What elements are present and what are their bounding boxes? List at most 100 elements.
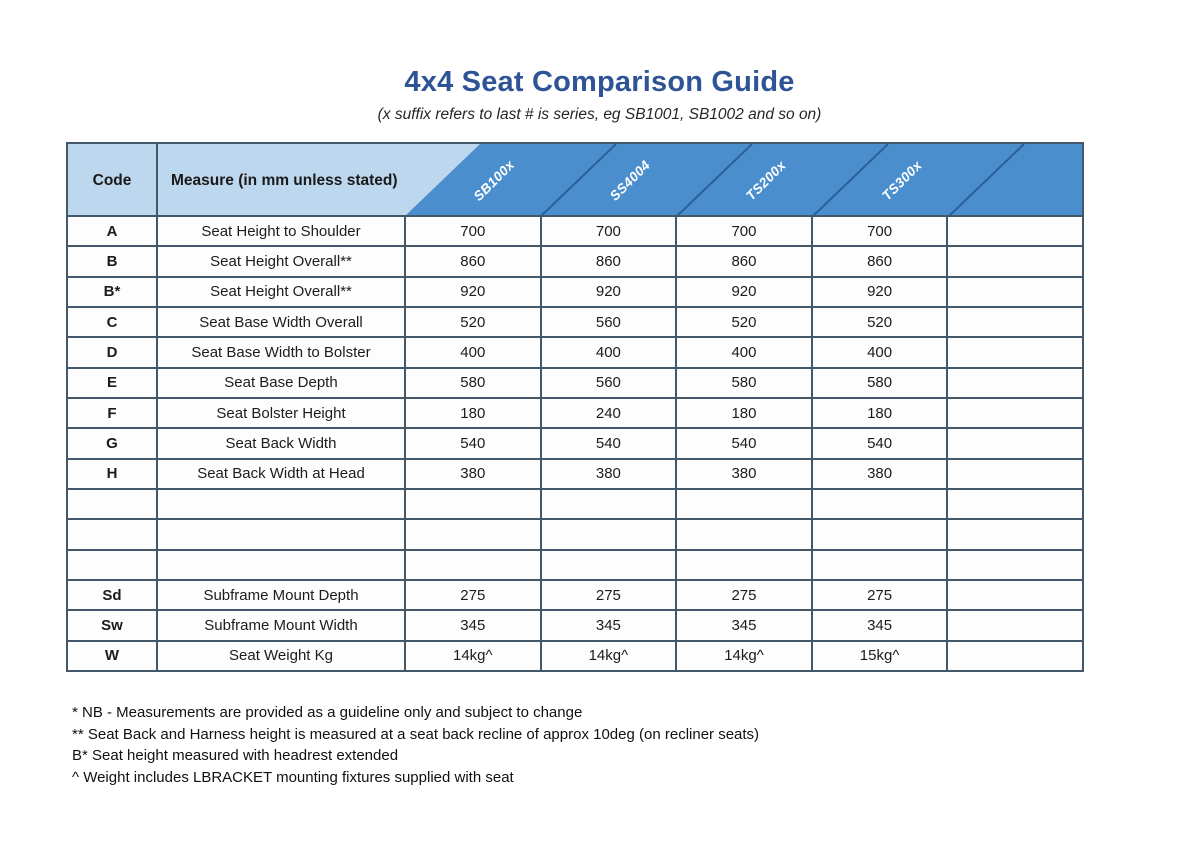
comparison-table: Code Measure (in mm unless stated) SB100…	[66, 142, 1084, 673]
value-cell: 15kg^	[812, 641, 947, 671]
value-cell: 860	[677, 247, 811, 276]
value-cell: 400	[541, 338, 676, 367]
measure-cell: Seat Base Depth	[158, 368, 404, 398]
code-cell: Sd	[68, 581, 156, 610]
value-cell: 275	[812, 581, 947, 610]
code-cell: F	[68, 399, 156, 428]
value-cell	[541, 550, 676, 580]
value-cell	[812, 520, 947, 549]
value-cell: 275	[406, 581, 540, 610]
value-cell	[948, 581, 1082, 610]
value-cell	[948, 247, 1082, 276]
value-cell	[948, 399, 1082, 428]
header-background-graphic	[68, 144, 1082, 215]
value-cell: 14kg^	[541, 641, 676, 671]
value-cell: 920	[406, 277, 540, 307]
value-cell: 560	[541, 308, 676, 337]
measure-cell: Seat Back Width at Head	[158, 459, 404, 489]
value-cell	[948, 308, 1082, 337]
value-cell	[948, 277, 1082, 307]
footnotes: * NB - Measurements are provided as a gu…	[72, 702, 1199, 788]
code-cell	[68, 550, 156, 580]
value-cell	[677, 490, 811, 519]
value-cell	[812, 490, 947, 519]
measure-cell	[158, 550, 404, 580]
value-cell: 920	[812, 277, 947, 307]
value-cell: 380	[541, 459, 676, 489]
measure-cell	[158, 520, 404, 549]
value-cell: 540	[812, 429, 947, 458]
value-cell	[541, 520, 676, 549]
value-cell	[948, 429, 1082, 458]
value-cell: 275	[541, 581, 676, 610]
value-cell: 400	[677, 338, 811, 367]
value-cell	[406, 490, 540, 519]
value-cell: 700	[541, 217, 676, 246]
value-cell	[812, 550, 947, 580]
value-cell: 14kg^	[406, 641, 540, 671]
code-cell: H	[68, 459, 156, 489]
footnote-seat-back: ** Seat Back and Harness height is measu…	[72, 725, 760, 743]
code-cell: W	[68, 641, 156, 671]
value-cell: 380	[677, 459, 811, 489]
value-cell: 180	[677, 399, 811, 428]
value-cell: 180	[406, 399, 540, 428]
value-cell: 400	[812, 338, 947, 367]
value-cell	[406, 520, 540, 549]
code-cell: A	[68, 217, 156, 246]
footnote-weight: ^ Weight includes LBRACKET mounting fixt…	[72, 768, 514, 786]
value-cell	[677, 520, 811, 549]
value-cell: 520	[406, 308, 540, 337]
code-cell: B*	[68, 277, 156, 307]
value-cell: 380	[812, 459, 947, 489]
value-cell	[948, 459, 1082, 489]
value-cell: 860	[541, 247, 676, 276]
value-cell	[948, 611, 1082, 640]
measure-cell: Seat Weight Kg	[158, 641, 404, 671]
measure-cell	[158, 490, 404, 519]
code-cell: C	[68, 308, 156, 337]
value-cell: 345	[541, 611, 676, 640]
value-cell	[406, 550, 540, 580]
code-cell: Sw	[68, 611, 156, 640]
value-cell: 540	[406, 429, 540, 458]
measure-cell: Seat Bolster Height	[158, 399, 404, 428]
value-cell: 540	[677, 429, 811, 458]
value-cell: 700	[406, 217, 540, 246]
code-cell: G	[68, 429, 156, 458]
measure-cell: Seat Back Width	[158, 429, 404, 458]
value-cell	[948, 641, 1082, 671]
value-cell: 580	[812, 368, 947, 398]
value-cell: 380	[406, 459, 540, 489]
footnote-nb: * NB - Measurements are provided as a gu…	[72, 704, 583, 722]
value-cell: 920	[677, 277, 811, 307]
page-subtitle: (x suffix refers to last # is series, eg…	[377, 106, 822, 123]
value-cell: 860	[812, 247, 947, 276]
code-cell: E	[68, 368, 156, 398]
value-cell: 920	[541, 277, 676, 307]
header-measure: Measure (in mm unless stated)	[171, 171, 398, 189]
value-cell: 345	[677, 611, 811, 640]
value-cell	[948, 520, 1082, 549]
measure-cell: Subframe Mount Depth	[158, 581, 404, 610]
value-cell: 540	[541, 429, 676, 458]
value-cell: 400	[406, 338, 540, 367]
value-cell: 275	[677, 581, 811, 610]
value-cell	[948, 550, 1082, 580]
value-cell: 580	[406, 368, 540, 398]
value-cell: 520	[677, 308, 811, 337]
footnote-headrest: B* Seat height measured with headrest ex…	[72, 747, 399, 765]
value-cell: 560	[541, 368, 676, 398]
value-cell: 580	[677, 368, 811, 398]
code-cell: B	[68, 247, 156, 276]
code-cell: D	[68, 338, 156, 367]
value-cell: 860	[406, 247, 540, 276]
value-cell	[948, 217, 1082, 246]
value-cell: 14kg^	[677, 641, 811, 671]
value-cell	[948, 490, 1082, 519]
value-cell: 345	[812, 611, 947, 640]
table-body: A Seat Height to Shoulder 700 700 700 70…	[68, 217, 1082, 671]
code-cell	[68, 490, 156, 519]
value-cell: 240	[541, 399, 676, 428]
